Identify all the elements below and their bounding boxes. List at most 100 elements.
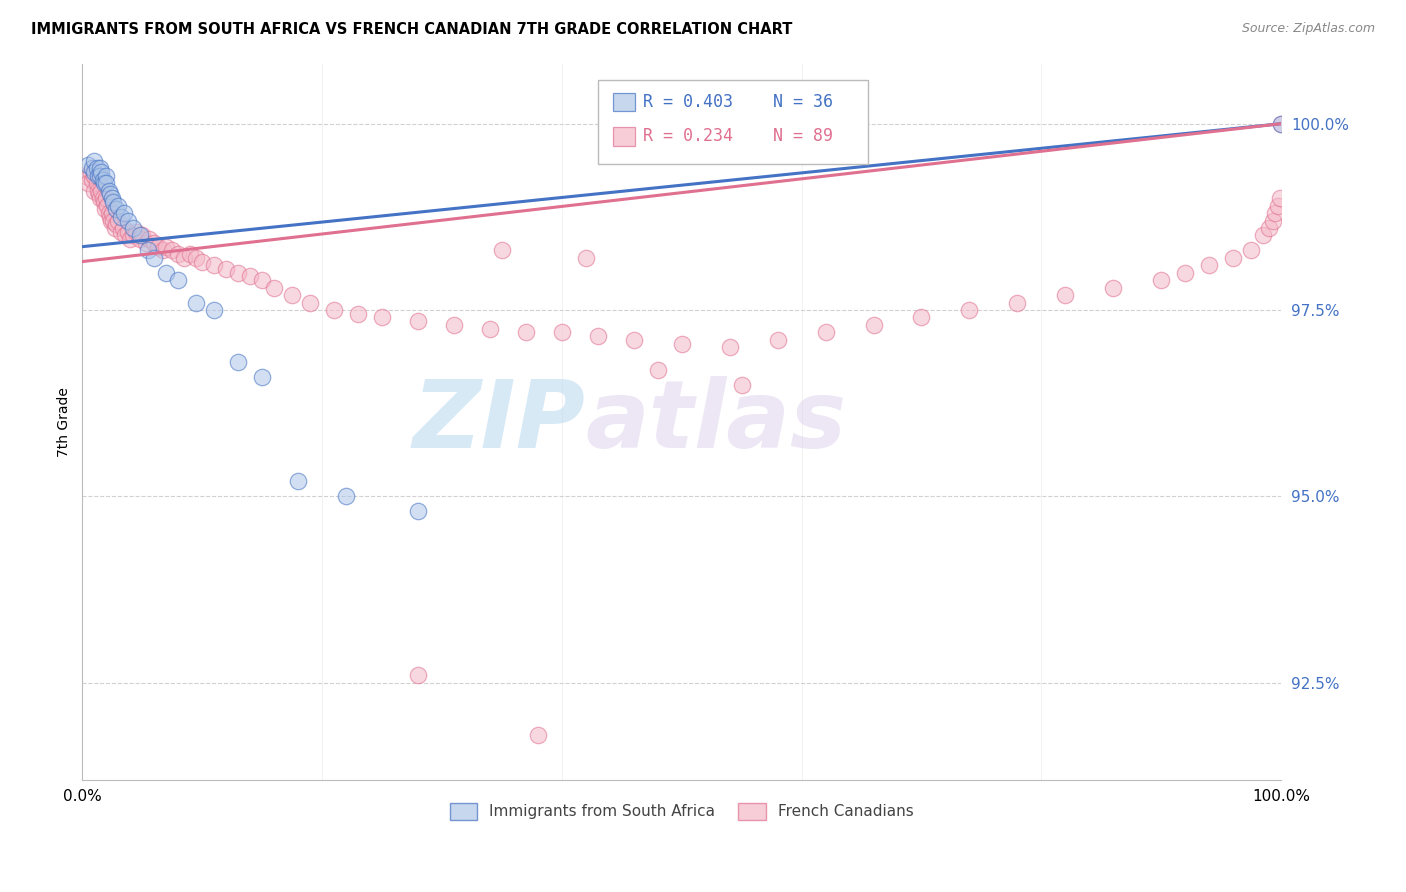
Point bbox=[406, 314, 429, 328]
Point bbox=[281, 288, 304, 302]
Point bbox=[83, 165, 105, 179]
Point bbox=[93, 194, 115, 209]
Point bbox=[87, 169, 110, 183]
Point bbox=[94, 202, 117, 217]
Point bbox=[1261, 213, 1284, 227]
Point bbox=[83, 153, 105, 168]
Point bbox=[125, 225, 148, 239]
Point bbox=[101, 206, 124, 220]
Point bbox=[671, 336, 693, 351]
Point bbox=[186, 295, 208, 310]
Point bbox=[1007, 295, 1029, 310]
Point bbox=[371, 310, 394, 325]
Point bbox=[77, 177, 100, 191]
Point bbox=[91, 191, 114, 205]
Point bbox=[112, 206, 135, 220]
Point bbox=[347, 307, 370, 321]
Point bbox=[250, 273, 273, 287]
Point bbox=[515, 326, 537, 340]
Point bbox=[89, 169, 111, 183]
Point bbox=[957, 303, 980, 318]
Point bbox=[647, 362, 669, 376]
Point bbox=[406, 504, 429, 518]
Point bbox=[112, 221, 135, 235]
Point bbox=[77, 158, 100, 172]
Text: R = 0.403    N = 36: R = 0.403 N = 36 bbox=[644, 93, 834, 111]
Point bbox=[215, 262, 238, 277]
Point bbox=[89, 161, 111, 176]
Point bbox=[97, 184, 120, 198]
Point bbox=[862, 318, 884, 332]
Point bbox=[146, 240, 169, 254]
Point bbox=[143, 251, 166, 265]
Point bbox=[135, 235, 157, 250]
Point bbox=[1054, 288, 1077, 302]
Point bbox=[104, 202, 127, 217]
Point bbox=[202, 258, 225, 272]
Point bbox=[80, 161, 103, 176]
Point bbox=[104, 217, 127, 231]
Text: Source: ZipAtlas.com: Source: ZipAtlas.com bbox=[1241, 22, 1375, 36]
Point bbox=[766, 333, 789, 347]
Point bbox=[239, 269, 262, 284]
Point bbox=[152, 244, 174, 258]
Point bbox=[478, 321, 501, 335]
Point bbox=[1258, 221, 1281, 235]
Point bbox=[143, 235, 166, 250]
Point bbox=[121, 228, 143, 243]
Point bbox=[80, 172, 103, 186]
Point bbox=[136, 244, 159, 258]
Point bbox=[1240, 244, 1263, 258]
Legend: Immigrants from South Africa, French Canadians: Immigrants from South Africa, French Can… bbox=[443, 797, 920, 826]
Point bbox=[155, 240, 177, 254]
Point bbox=[104, 221, 127, 235]
Point bbox=[226, 266, 249, 280]
Point bbox=[103, 194, 125, 209]
Point bbox=[87, 184, 110, 198]
Point bbox=[91, 172, 114, 186]
FancyBboxPatch shape bbox=[613, 93, 636, 112]
Point bbox=[107, 213, 129, 227]
Text: IMMIGRANTS FROM SOUTH AFRICA VS FRENCH CANADIAN 7TH GRADE CORRELATION CHART: IMMIGRANTS FROM SOUTH AFRICA VS FRENCH C… bbox=[31, 22, 793, 37]
Point bbox=[96, 199, 118, 213]
Point bbox=[128, 228, 150, 243]
Text: ZIP: ZIP bbox=[413, 376, 586, 467]
Point bbox=[173, 251, 195, 265]
Point bbox=[110, 210, 132, 224]
Point bbox=[1270, 117, 1292, 131]
Point bbox=[167, 273, 190, 287]
Point bbox=[1251, 228, 1274, 243]
Point bbox=[910, 310, 932, 325]
Point bbox=[120, 232, 142, 246]
Y-axis label: 7th Grade: 7th Grade bbox=[58, 387, 72, 457]
Point bbox=[167, 247, 190, 261]
Point bbox=[131, 228, 153, 243]
Point bbox=[90, 184, 112, 198]
Text: atlas: atlas bbox=[586, 376, 846, 467]
Point bbox=[96, 169, 118, 183]
Point bbox=[101, 191, 124, 205]
Point bbox=[138, 232, 160, 246]
Point bbox=[117, 213, 139, 227]
Point bbox=[299, 295, 322, 310]
Point bbox=[527, 728, 550, 742]
Point bbox=[87, 187, 110, 202]
Point bbox=[128, 232, 150, 246]
Point bbox=[1174, 266, 1197, 280]
Point bbox=[117, 225, 139, 239]
Point bbox=[263, 280, 285, 294]
Point bbox=[100, 213, 122, 227]
Point bbox=[250, 370, 273, 384]
Point bbox=[98, 187, 121, 202]
Point bbox=[83, 169, 105, 183]
Point bbox=[323, 303, 346, 318]
Point bbox=[75, 169, 97, 183]
Point bbox=[155, 266, 177, 280]
Point bbox=[79, 165, 101, 179]
Point bbox=[191, 254, 214, 268]
Point bbox=[110, 225, 132, 239]
Point bbox=[623, 333, 645, 347]
Point bbox=[97, 206, 120, 220]
Point bbox=[551, 326, 574, 340]
Point bbox=[814, 326, 837, 340]
